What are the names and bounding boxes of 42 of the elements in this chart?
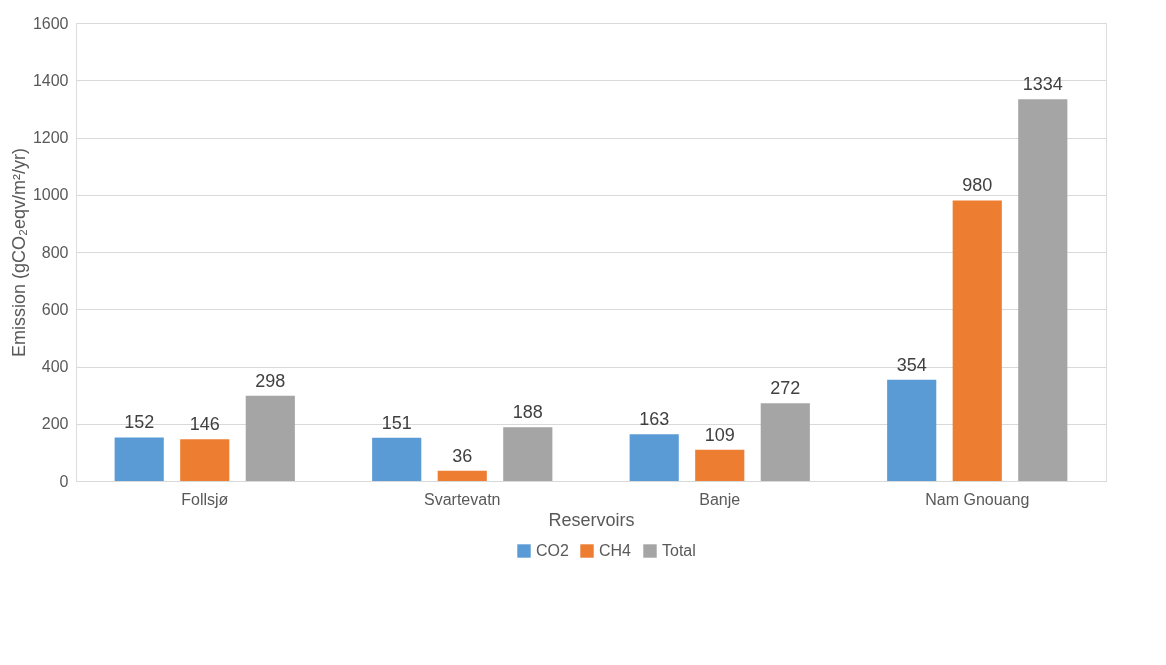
- bar: [437, 470, 487, 481]
- bar: [952, 200, 1002, 481]
- legend-label: CO2: [536, 542, 569, 559]
- data-label: 151: [381, 412, 412, 433]
- y-tick-label: 1600: [32, 14, 69, 32]
- y-tick-label: 1400: [32, 71, 69, 89]
- data-label: 272: [770, 378, 801, 399]
- bar: [760, 403, 810, 481]
- data-label: 109: [704, 424, 735, 445]
- x-tick-label: Banje: [699, 490, 741, 508]
- y-tick-label: 600: [41, 300, 69, 318]
- y-tick-label: 800: [41, 243, 69, 261]
- data-label: 980: [962, 175, 993, 196]
- y-tick-label: 1000: [32, 186, 69, 204]
- x-axis-title: Reservoirs: [548, 509, 635, 530]
- x-tick-label: Follsjø: [181, 490, 229, 508]
- data-label: 354: [896, 354, 927, 375]
- data-label: 36: [452, 445, 473, 466]
- x-tick-label: Svartevatn: [424, 490, 501, 508]
- data-label: 298: [255, 370, 286, 391]
- y-tick-label: 400: [41, 358, 69, 375]
- bar: [114, 437, 164, 481]
- y-tick-label: 0: [59, 472, 69, 490]
- legend-label: Total: [662, 542, 696, 559]
- data-label: 188: [512, 402, 543, 423]
- x-tick-label: Nam Gnouang: [925, 490, 1030, 508]
- bar: [180, 439, 230, 481]
- bar: [372, 437, 422, 481]
- data-label: 163: [639, 409, 670, 430]
- y-tick-label: 200: [41, 415, 69, 433]
- legend-label: CH4: [599, 542, 632, 559]
- bar: [245, 395, 295, 481]
- bar: [887, 379, 937, 481]
- bar: [695, 449, 745, 481]
- bar: [1018, 99, 1068, 481]
- y-axis-title: Emission (gCO₂eqv/m²/yr): [8, 147, 29, 358]
- data-label: 1334: [1022, 74, 1063, 95]
- y-tick-label: 1200: [32, 129, 69, 146]
- bar: [629, 434, 679, 481]
- data-label: 146: [189, 414, 220, 435]
- data-label: 152: [124, 412, 155, 433]
- bar: [503, 427, 553, 481]
